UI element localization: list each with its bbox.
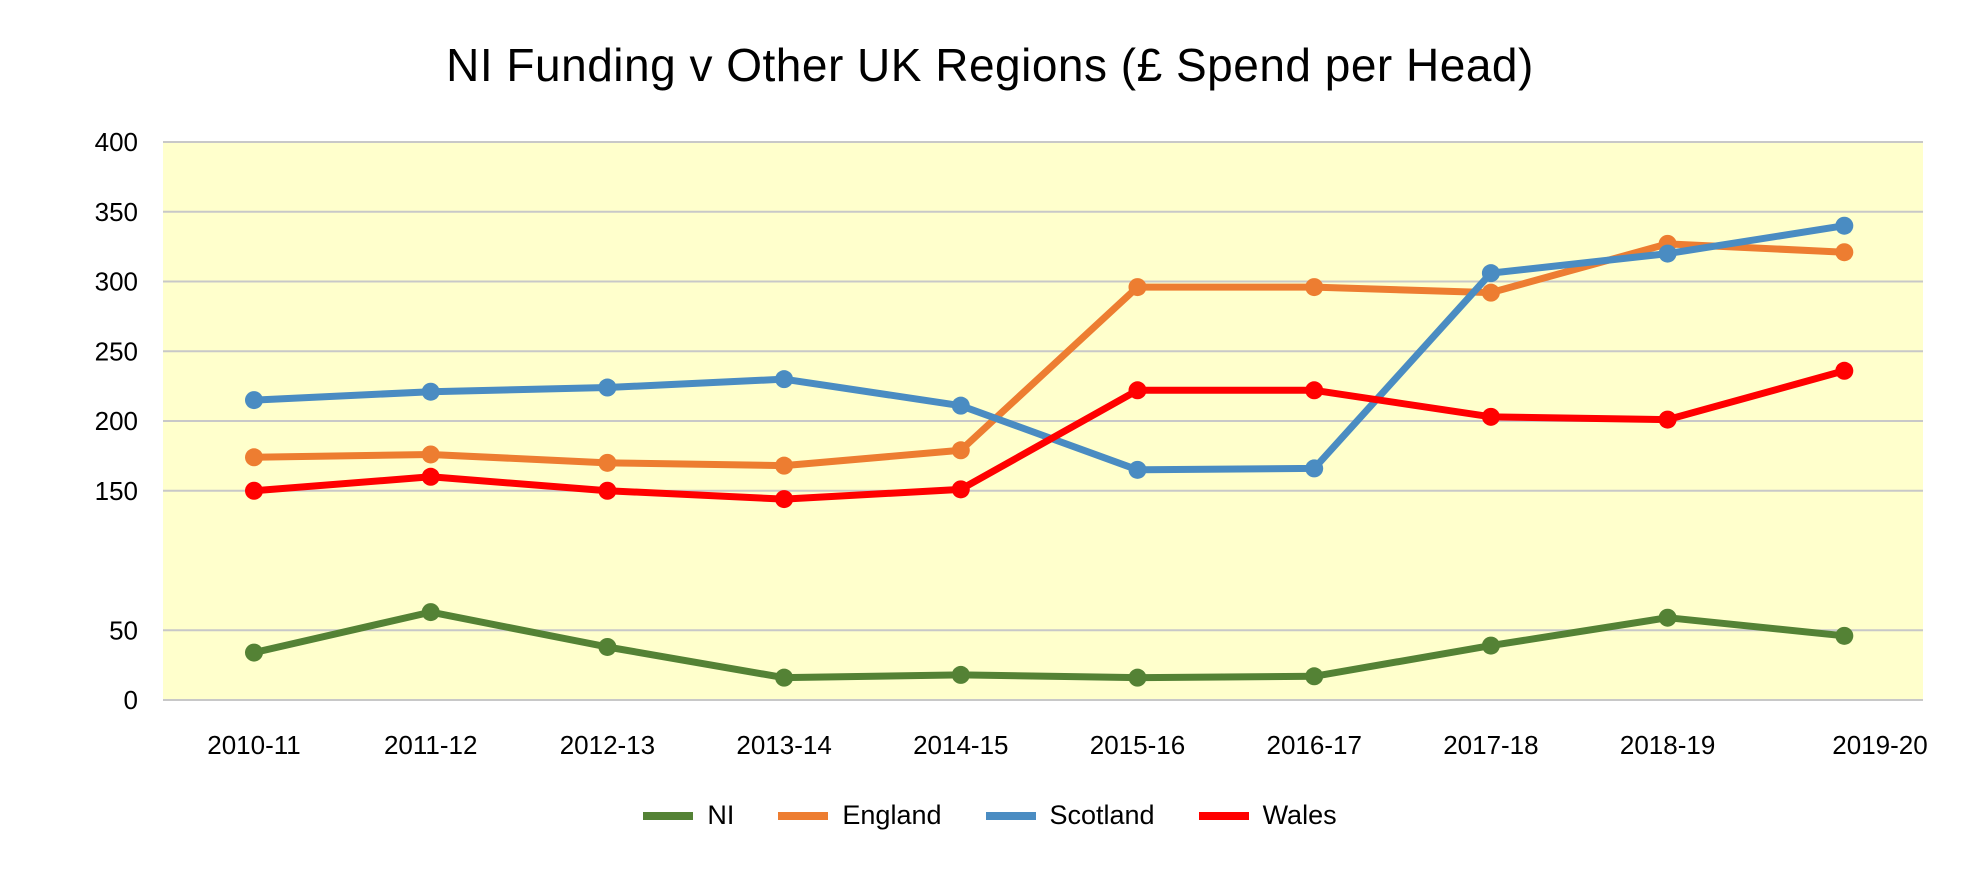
x-tick-label: 2011-12 [384, 730, 478, 760]
data-point [775, 490, 794, 509]
y-tick-label: 50 [109, 615, 138, 645]
legend-label: NI [707, 800, 735, 830]
data-point [598, 378, 617, 397]
series-group [245, 216, 1854, 687]
data-point [1305, 459, 1324, 478]
x-tick-label: 2019-20 [1832, 730, 1927, 760]
legend: NI England Scotland Wales [0, 800, 1980, 831]
data-point [1128, 381, 1147, 400]
x-tick-label: 2013-14 [736, 730, 831, 760]
data-point [775, 456, 794, 475]
data-point [775, 370, 794, 389]
data-point [1481, 636, 1500, 655]
data-point [1305, 278, 1324, 297]
legend-label: England [842, 800, 942, 830]
data-point [598, 481, 617, 500]
series-wales [245, 361, 1854, 509]
data-point [245, 643, 263, 662]
data-point [245, 391, 263, 410]
data-point [1835, 361, 1854, 380]
x-axis: 2010-11 2011-12 2012-13 2013-14 2014-15 2015-… [207, 730, 1927, 760]
y-tick-label: 350 [95, 197, 138, 227]
series-ni [245, 603, 1854, 687]
y-tick-label: 250 [95, 336, 138, 366]
data-point [1128, 460, 1147, 479]
legend-item-wales: Wales [1198, 800, 1337, 831]
x-tick-label: 2014-15 [913, 730, 1008, 760]
data-point [1658, 410, 1677, 429]
y-axis: 0 50 150 200 250 300 350 400 [95, 127, 138, 715]
data-point [1481, 407, 1500, 426]
data-point [775, 668, 794, 687]
y-tick-label: 0 [124, 685, 138, 715]
data-point [1835, 243, 1854, 262]
legend-swatch [1198, 811, 1249, 820]
y-tick-label: 400 [95, 127, 138, 157]
data-point [1305, 667, 1324, 686]
data-point [598, 637, 617, 656]
x-tick-label: 2016-17 [1266, 730, 1361, 760]
data-point [1481, 283, 1500, 302]
data-point [1658, 244, 1677, 263]
legend-swatch [778, 811, 829, 820]
data-point [421, 467, 440, 486]
series-line [250, 608, 1848, 682]
data-point [1305, 381, 1324, 400]
data-point [598, 453, 617, 472]
legend-swatch [643, 811, 694, 820]
data-point [1128, 668, 1147, 687]
series-line [250, 240, 1848, 470]
series-england [245, 234, 1854, 475]
data-point [1835, 216, 1854, 235]
y-tick-label: 150 [95, 476, 138, 506]
legend-item-scotland: Scotland [985, 800, 1155, 831]
series-line [250, 367, 1848, 503]
x-tick-label: 2018-19 [1620, 730, 1715, 760]
data-point [951, 665, 970, 684]
data-point [421, 382, 440, 401]
x-tick-label: 2015-16 [1090, 730, 1185, 760]
legend-swatch [985, 811, 1036, 820]
x-tick-label: 2010-11 [207, 730, 301, 760]
legend-label: Wales [1262, 800, 1337, 830]
legend-label: Scotland [1049, 800, 1155, 830]
y-tick-label: 300 [95, 267, 138, 297]
legend-item-ni: NI [643, 800, 734, 831]
data-point [1481, 264, 1500, 283]
data-point [245, 448, 263, 467]
x-tick-label: 2012-13 [560, 730, 655, 760]
x-tick-label: 2017-18 [1443, 730, 1538, 760]
data-point [1128, 278, 1147, 297]
chart-title: NI Funding v Other UK Regions (£ Spend p… [446, 39, 1534, 91]
data-point [1835, 626, 1854, 645]
data-point [421, 445, 440, 464]
data-point [951, 480, 970, 499]
data-point [951, 441, 970, 460]
y-tick-label: 200 [95, 406, 138, 436]
data-point [421, 603, 440, 622]
data-point [1658, 608, 1677, 627]
data-point [951, 396, 970, 415]
legend-item-england: England [778, 800, 942, 831]
data-point [245, 481, 263, 500]
